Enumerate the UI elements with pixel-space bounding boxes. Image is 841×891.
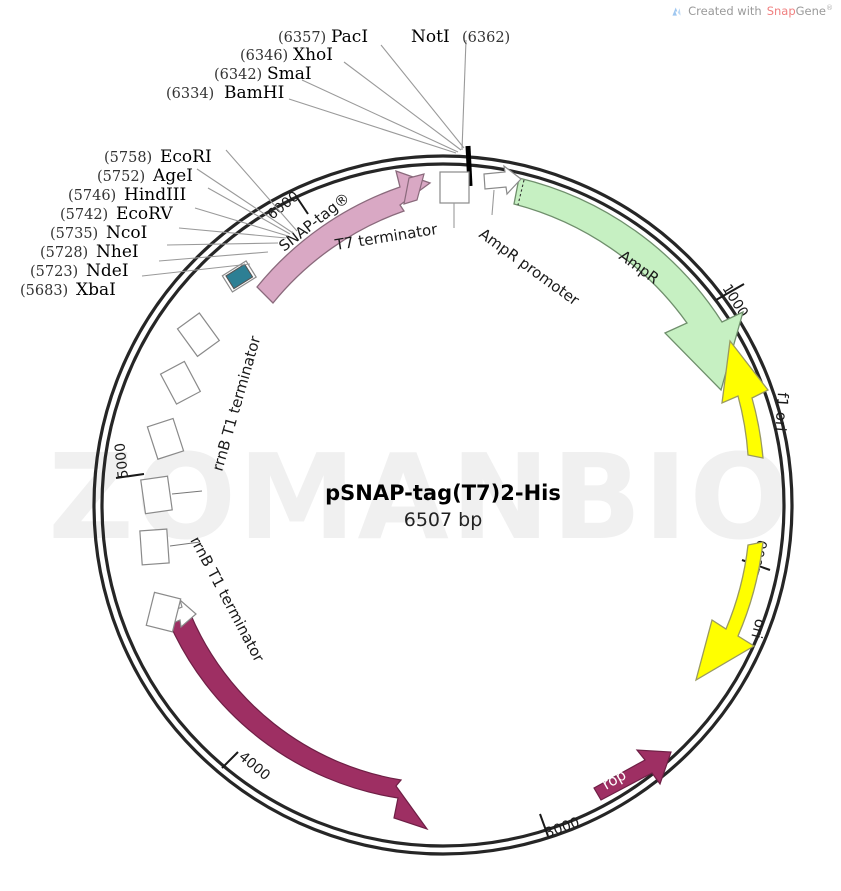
- attribution-prefix: Created with: [688, 4, 762, 18]
- feature-ori-label: ori: [747, 617, 769, 640]
- bamhi-position: (6334): [166, 86, 214, 102]
- hindiii-enzyme: HindIII: [124, 185, 186, 205]
- xbai-enzyme: XbaI: [76, 280, 116, 300]
- restriction-site-noti[interactable]: NotI (6362): [411, 27, 510, 47]
- attribution-brand-snap: Snap: [766, 4, 796, 18]
- feature-ori[interactable]: ori: [694, 541, 770, 682]
- plasmid-backbone: [92, 154, 794, 856]
- terminator-box-4[interactable]: [159, 360, 202, 405]
- restriction-site-xbai[interactable]: (5683) XbaI: [20, 280, 116, 300]
- xhoi-enzyme: XhoI: [293, 45, 333, 65]
- t7-terminator-box[interactable]: [439, 171, 470, 204]
- restriction-site-xhoi[interactable]: (6346) XhoI: [240, 45, 333, 65]
- ecorv-enzyme: EcoRV: [116, 204, 173, 224]
- tick-1000-label: 1000: [719, 282, 751, 321]
- terminator-box-6[interactable]: [145, 591, 182, 633]
- terminator-box-1[interactable]: [140, 475, 173, 515]
- teal-site-fill: [225, 263, 254, 290]
- restriction-site-bamhi[interactable]: (6334) BamHI: [166, 83, 284, 103]
- origin-tick: [465, 145, 473, 187]
- paci-enzyme: PacI: [331, 27, 368, 47]
- attribution-brand-gene: Gene: [795, 4, 826, 18]
- ncoi-position: (5735): [50, 226, 98, 242]
- feature-laci[interactable]: lacI: [159, 598, 429, 831]
- hindiii-position: (5746): [68, 188, 116, 204]
- tick-3000: 3000: [539, 813, 582, 842]
- nhei-enzyme: NheI: [96, 242, 139, 262]
- restriction-site-agei[interactable]: (5752) AgeI: [97, 166, 193, 186]
- agei-enzyme: AgeI: [152, 166, 193, 186]
- snapgene-logo-icon: [672, 6, 681, 16]
- ndei-position: (5723): [30, 264, 78, 280]
- paci-position: (6357): [278, 30, 326, 46]
- feature-ampr-promoter-label: AmpR promoter: [476, 225, 584, 310]
- attribution-registered: ®: [826, 4, 833, 13]
- tick-3000-label: 3000: [543, 815, 582, 842]
- feature-rop[interactable]: rop: [593, 749, 672, 801]
- ecorv-position: (5742): [60, 207, 108, 223]
- feature-f1-ori[interactable]: f1 ori: [721, 339, 792, 459]
- xhoi-position: (6346): [240, 48, 288, 64]
- noti-enzyme: NotI: [411, 27, 450, 47]
- ecori-position: (5758): [104, 150, 152, 166]
- restriction-site-paci[interactable]: (6357) PacI: [278, 27, 368, 47]
- restriction-site-smai[interactable]: (6342) SmaI: [214, 64, 312, 84]
- restriction-site-ncoi[interactable]: (5735) NcoI: [50, 223, 147, 243]
- bamhi-enzyme: BamHI: [224, 83, 284, 103]
- ncoi-enzyme: NcoI: [106, 223, 147, 243]
- teal-site-box[interactable]: [221, 260, 257, 293]
- smai-enzyme: SmaI: [267, 64, 312, 84]
- restriction-site-ecorv[interactable]: (5742) EcoRV: [60, 204, 173, 224]
- feature-f1-ori-label: f1 ori: [771, 392, 792, 432]
- restriction-site-ndei[interactable]: (5723) NdeI: [30, 261, 129, 281]
- terminator-box-3[interactable]: [176, 312, 221, 358]
- nhei-position: (5728): [40, 245, 88, 261]
- page-title: pSNAP-tag(T7)2-His: [325, 481, 561, 505]
- terminator-box-2[interactable]: [139, 528, 170, 566]
- agei-position: (5752): [97, 169, 145, 185]
- tick-5000: 5000: [112, 442, 145, 479]
- terminator-box-5[interactable]: [146, 417, 185, 460]
- restriction-leaders-left: [141, 149, 298, 277]
- noti-position: (6362): [462, 30, 510, 46]
- smai-position: (6342): [214, 67, 262, 83]
- restriction-site-nhei[interactable]: (5728) NheI: [40, 242, 139, 262]
- tick-1000: 1000: [715, 282, 751, 321]
- tick-5000-label: 5000: [112, 442, 132, 479]
- ndei-enzyme: NdeI: [86, 261, 129, 281]
- snapgene-attribution: Created with SnapGene®: [670, 4, 833, 18]
- xbai-position: (5683): [20, 283, 68, 299]
- restriction-leaders-top: [288, 39, 467, 154]
- ecori-enzyme: EcoRI: [160, 147, 212, 167]
- plasmid-size: 6507 bp: [404, 509, 483, 531]
- restriction-site-hindiii[interactable]: (5746) HindIII: [68, 185, 186, 205]
- terminator-box-group: [145, 312, 221, 633]
- restriction-site-ecori[interactable]: (5758) EcoRI: [104, 147, 212, 167]
